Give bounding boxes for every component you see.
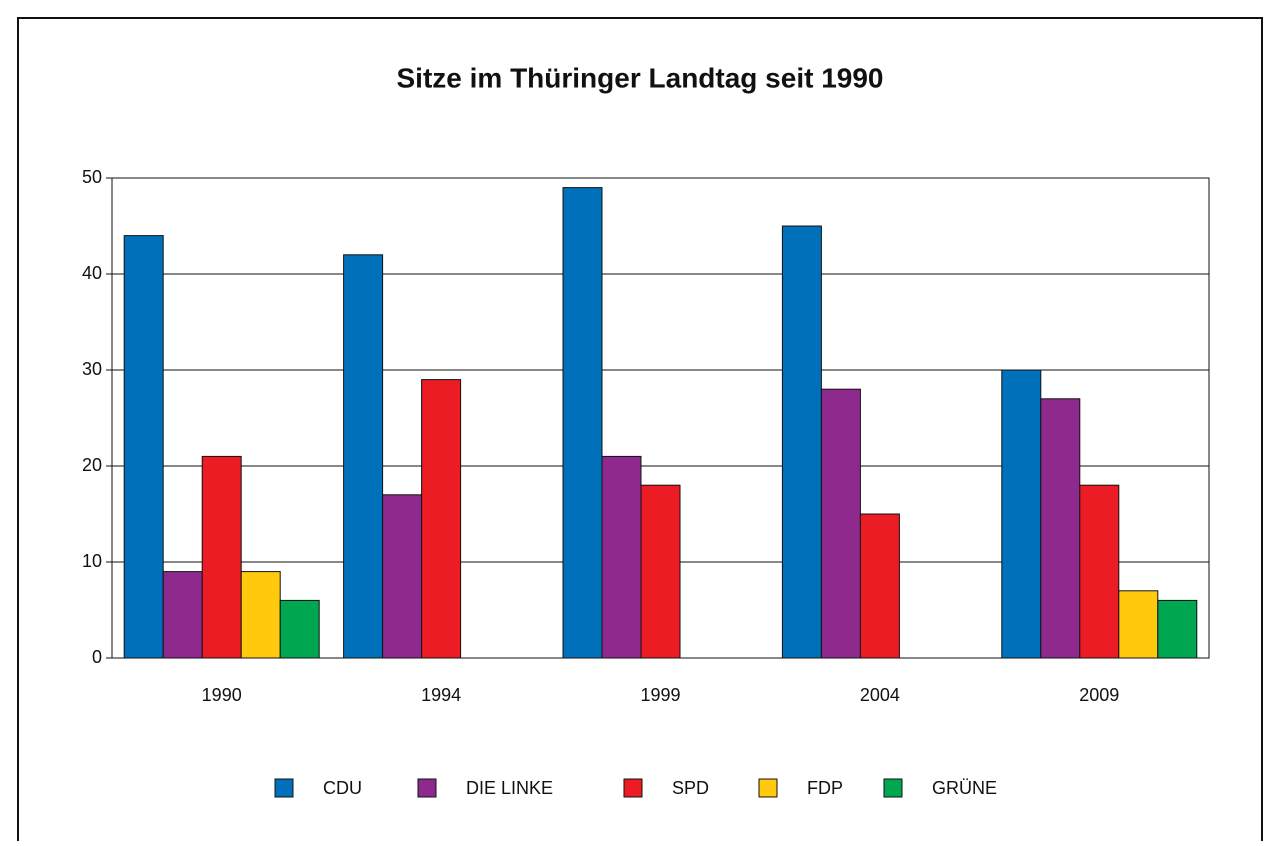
legend-swatch <box>758 778 778 798</box>
legend-swatch <box>623 778 643 798</box>
bar <box>562 187 603 659</box>
x-tick-label: 1994 <box>421 685 461 705</box>
legend-label: DIE LINKE <box>466 778 553 798</box>
legend-label: FDP <box>807 778 843 798</box>
y-tick-label: 40 <box>82 263 102 283</box>
bar <box>859 513 900 659</box>
bar <box>162 571 203 659</box>
bar <box>781 225 822 659</box>
bar <box>601 455 642 659</box>
chart-title: Sitze im Thüringer Landtag seit 1990 <box>396 62 883 93</box>
bar <box>343 254 384 659</box>
frame <box>17 17 1263 846</box>
x-tick-label: 1990 <box>202 685 242 705</box>
x-tick-label: 2004 <box>860 685 900 705</box>
legend-swatch <box>417 778 437 798</box>
legend-swatch <box>274 778 294 798</box>
bar <box>240 571 281 659</box>
bar <box>640 484 681 659</box>
bar <box>820 388 861 659</box>
y-tick-label: 50 <box>82 167 102 187</box>
bar <box>1079 484 1120 659</box>
y-tick-label: 20 <box>82 455 102 475</box>
bar <box>1118 590 1159 659</box>
bar <box>421 379 462 659</box>
x-tick-label: 1999 <box>640 685 680 705</box>
y-tick-label: 0 <box>92 647 102 667</box>
legend-label: SPD <box>672 778 709 798</box>
bar <box>1157 599 1198 659</box>
y-tick-label: 30 <box>82 359 102 379</box>
legend-label: CDU <box>323 778 362 798</box>
bar <box>1001 369 1042 659</box>
bar <box>279 599 320 659</box>
bar <box>201 455 242 659</box>
x-tick-label: 2009 <box>1079 685 1119 705</box>
y-tick-label: 10 <box>82 551 102 571</box>
legend-label: GRÜNE <box>932 778 997 798</box>
bar <box>382 494 423 659</box>
bar <box>123 235 164 659</box>
legend-swatch <box>883 778 903 798</box>
bar <box>1040 398 1081 659</box>
